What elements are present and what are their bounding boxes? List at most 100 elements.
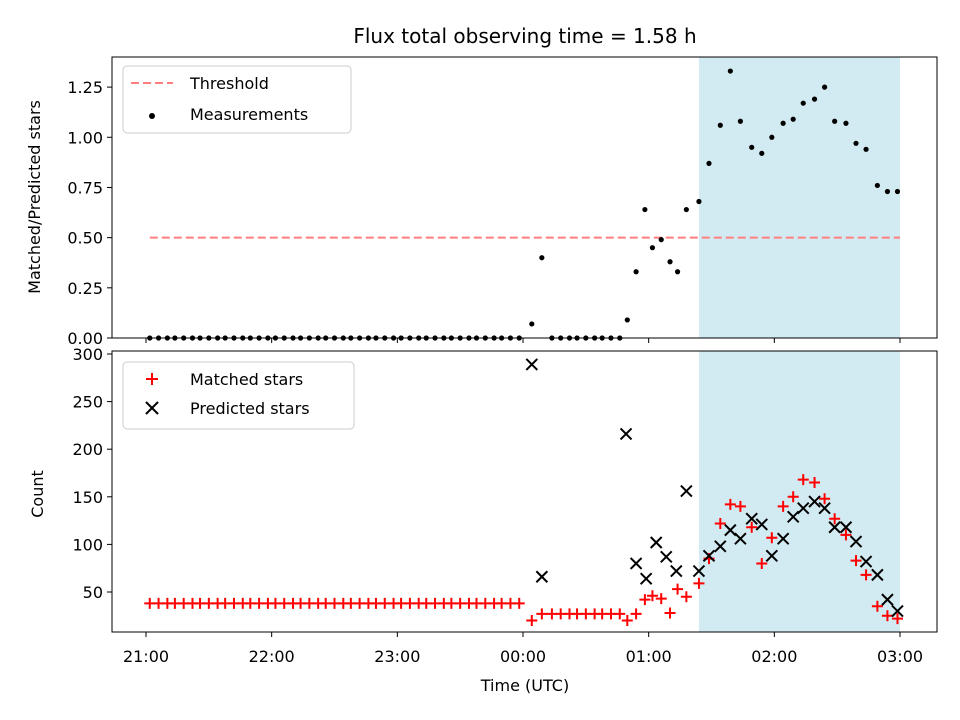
bottom-x-tick-label: 23:00 [374,647,420,666]
matched-star-point [777,500,789,512]
matched-star-point [891,613,903,625]
predicted-stars-series [525,358,904,618]
legend-threshold-label: Threshold [189,74,269,93]
predicted-star-point [891,604,904,618]
bottom-panel: 50 100 150 200 250 300 21:00 22:00 23:00 00:00 01… [28,345,938,695]
legend-matched-swatch [146,373,158,385]
bottom-x-tick-label: 02:00 [751,647,797,666]
measurement-point [800,100,806,106]
bottom-y-tick-label: 100 [72,535,103,554]
predicted-star-point [859,555,873,568]
bottom-y-tick-label: 50 [83,583,103,602]
predicted-star-point [670,564,683,578]
top-y-tick-label: 0.75 [67,178,103,197]
measurement-point [649,245,656,251]
predicted-star-point [881,593,894,606]
matched-star-point [766,532,778,544]
matched-star-point [829,513,841,525]
predicted-star-point [724,523,737,537]
bottom-y-tick-label: 150 [72,488,103,507]
bottom-x-tick-label: 00:00 [500,647,546,666]
measurement-point [529,321,535,327]
predicted-star-point [755,518,768,531]
predicted-star-point [649,536,663,549]
predicted-star-point [734,532,747,545]
measurement-point [749,144,755,150]
matched-star-point [871,600,883,612]
matched-star-point [614,608,626,620]
predicted-star-point [714,540,727,553]
predicted-star-point [660,550,673,563]
bottom-y-tick-label: 300 [72,345,103,364]
matched-star-point [680,591,692,603]
predicted-star-point [692,564,706,578]
matched-star-point [840,529,852,541]
measurement-point [539,255,545,261]
top-legend-box [122,65,352,134]
top-legend: Threshold Measurements [122,65,352,134]
predicted-star-point [849,535,863,548]
measurement-point [674,269,681,275]
predicted-star-point [745,512,758,525]
measurement-point [853,140,859,146]
top-y-tick-label: 0.25 [67,279,103,298]
bottom-shaded-rect [698,351,900,632]
measurement-point [769,134,775,140]
top-axes-frame [111,56,938,339]
top-y-axis-label: Matched/Predicted stars [25,100,44,294]
matched-star-point [860,569,872,581]
bottom-y-tick-label: 200 [72,440,103,459]
x-axis-label: Time (UTC) [480,676,569,695]
measurement-point [633,269,639,275]
measurement-point [863,146,869,152]
bottom-legend-box [122,361,355,430]
matched-star-point [536,608,548,620]
top-y-tick-label: 0.00 [67,329,103,348]
legend-matched-label: Matched stars [190,370,303,389]
matched-star-point [630,608,642,620]
matched-star-point [756,557,768,569]
measurement-point [717,122,723,128]
legend-predicted-label: Predicted stars [190,399,310,418]
top-shaded-region [698,57,900,338]
bottom-shaded-region [698,351,900,632]
predicted-star-point [680,484,693,498]
measurement-point [737,118,744,124]
top-y-ticks: 0.00 0.25 0.50 0.75 1.00 1.25 [67,78,112,348]
measurement-point [874,182,880,189]
predicted-star-point [525,358,539,371]
legend-measurements-swatch [149,113,155,119]
top-y-tick-label: 1.00 [67,128,103,147]
matched-star-point [734,500,746,512]
measurement-point [759,150,765,156]
predicted-star-point [871,568,884,582]
measurement-point [822,84,828,90]
measurement-point [683,206,689,213]
measurement-point [642,206,648,213]
measurement-point [727,68,733,74]
matched-star-point [672,583,684,595]
matched-star-point [513,597,525,609]
matched-star-point [664,607,676,619]
matched-star-point [809,477,821,489]
matched-star-point [850,555,862,567]
predicted-star-point [839,521,853,534]
bottom-axes-frame [111,350,938,633]
matched-star-point [639,594,651,606]
matched-star-point [621,615,633,627]
measurement-point [658,237,664,243]
bottom-y-tick-label: 250 [72,393,103,412]
measurement-point [790,116,796,122]
bottom-legend: Matched stars Predicted stars [122,361,355,430]
matched-star-point [746,521,758,533]
measurement-point [894,188,901,195]
top-y-tick-label: 1.25 [67,78,103,97]
bottom-x-tick-label: 21:00 [123,647,169,666]
matched-star-point [714,517,726,529]
measurement-point [706,160,712,166]
measurement-point [811,96,818,102]
predicted-star-point [702,549,716,563]
matched-star-point [797,474,809,486]
bottom-x-tick-label: 01:00 [626,647,672,666]
